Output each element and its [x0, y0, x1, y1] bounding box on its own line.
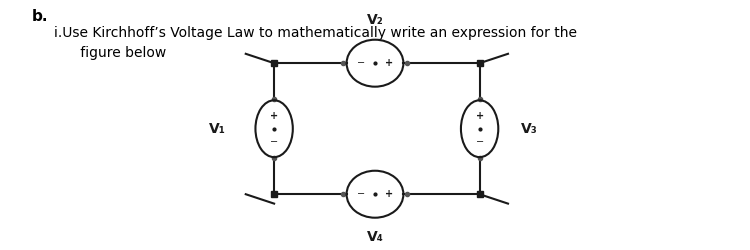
Text: −: − — [476, 136, 484, 146]
Text: V₄: V₄ — [367, 230, 383, 244]
Text: −: − — [357, 58, 364, 68]
Text: V₃: V₃ — [520, 122, 538, 136]
Text: +: + — [476, 111, 484, 121]
Text: V₂: V₂ — [367, 13, 383, 27]
Text: b.: b. — [32, 9, 48, 24]
Text: V₁: V₁ — [209, 122, 226, 136]
Text: −: − — [357, 189, 364, 199]
Text: +: + — [386, 189, 393, 199]
Text: +: + — [270, 111, 278, 121]
Text: −: − — [270, 136, 278, 146]
Text: +: + — [386, 58, 393, 68]
Text: i.Use Kirchhoff’s Voltage Law to mathematically write an expression for the
    : i.Use Kirchhoff’s Voltage Law to mathema… — [54, 26, 577, 60]
